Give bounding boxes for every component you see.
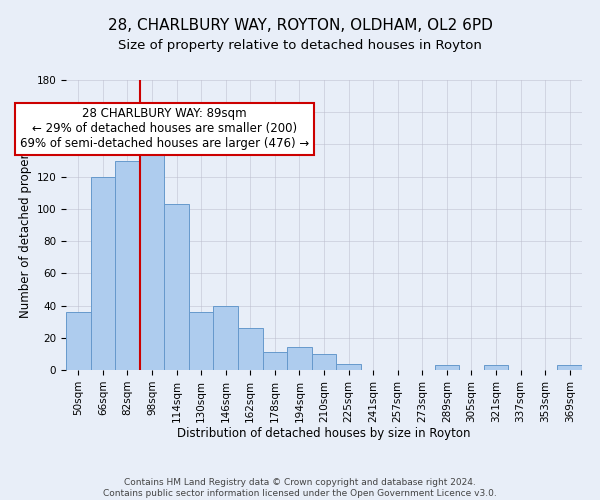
Bar: [189, 312, 214, 370]
Bar: [140, 138, 164, 370]
Bar: [312, 354, 336, 370]
Bar: [214, 306, 238, 370]
Text: Size of property relative to detached houses in Royton: Size of property relative to detached ho…: [118, 39, 482, 52]
Bar: [484, 365, 508, 370]
Text: 28, CHARLBURY WAY, ROYTON, OLDHAM, OL2 6PD: 28, CHARLBURY WAY, ROYTON, OLDHAM, OL2 6…: [107, 18, 493, 32]
Bar: [238, 328, 263, 370]
Bar: [336, 364, 361, 370]
X-axis label: Distribution of detached houses by size in Royton: Distribution of detached houses by size …: [177, 428, 471, 440]
Bar: [115, 160, 140, 370]
Bar: [287, 348, 312, 370]
Y-axis label: Number of detached properties: Number of detached properties: [19, 132, 32, 318]
Bar: [263, 352, 287, 370]
Text: Contains HM Land Registry data © Crown copyright and database right 2024.
Contai: Contains HM Land Registry data © Crown c…: [103, 478, 497, 498]
Bar: [91, 176, 115, 370]
Bar: [557, 365, 582, 370]
Bar: [164, 204, 189, 370]
Text: 28 CHARLBURY WAY: 89sqm
← 29% of detached houses are smaller (200)
69% of semi-d: 28 CHARLBURY WAY: 89sqm ← 29% of detache…: [20, 108, 309, 150]
Bar: [434, 365, 459, 370]
Bar: [66, 312, 91, 370]
